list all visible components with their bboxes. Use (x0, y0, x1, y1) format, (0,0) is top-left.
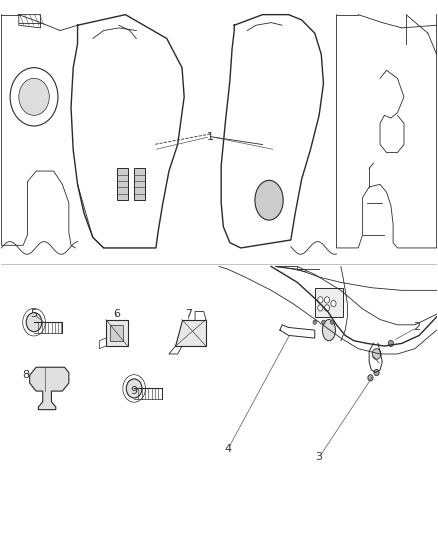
Text: 4: 4 (224, 445, 231, 455)
Circle shape (126, 379, 142, 398)
Ellipse shape (255, 180, 283, 220)
Circle shape (318, 297, 323, 303)
Text: 5: 5 (31, 309, 38, 319)
Bar (315, 288, 343, 317)
Circle shape (372, 349, 381, 359)
Circle shape (26, 313, 42, 332)
Circle shape (322, 320, 325, 324)
Circle shape (324, 305, 329, 311)
Text: 8: 8 (22, 370, 29, 380)
Circle shape (389, 340, 393, 346)
Circle shape (368, 375, 373, 381)
Circle shape (324, 297, 329, 303)
Text: 6: 6 (113, 309, 120, 319)
Circle shape (318, 305, 323, 311)
Bar (134, 168, 145, 200)
Circle shape (374, 369, 379, 376)
Bar (117, 168, 127, 200)
Bar (110, 325, 123, 341)
Ellipse shape (322, 319, 336, 341)
Circle shape (331, 301, 336, 307)
Circle shape (313, 320, 317, 324)
Text: 3: 3 (316, 453, 323, 463)
Polygon shape (176, 319, 206, 346)
Text: 9: 9 (131, 386, 138, 396)
Text: 2: 2 (413, 322, 420, 333)
Text: 1: 1 (207, 132, 214, 142)
Bar (106, 319, 127, 346)
Circle shape (19, 78, 49, 115)
Circle shape (330, 320, 334, 324)
Text: 7: 7 (185, 309, 192, 319)
Polygon shape (30, 367, 69, 410)
